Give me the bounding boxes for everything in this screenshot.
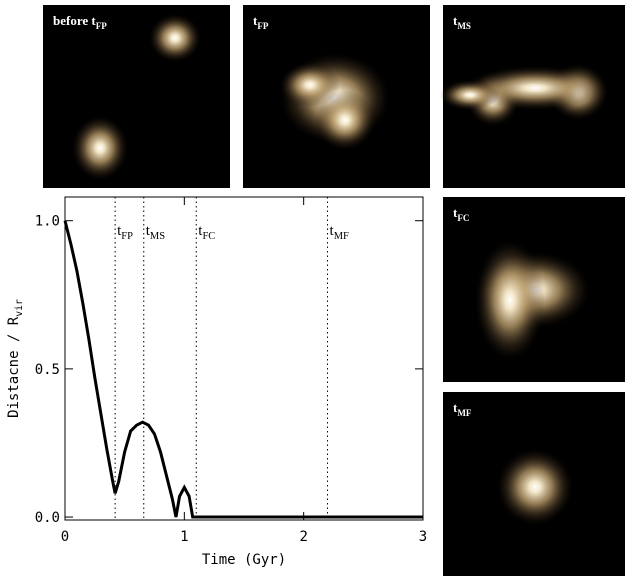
y-tick-label: 1.0 (35, 214, 60, 230)
panel-label: tFP (253, 13, 269, 31)
galaxy-glow (465, 66, 605, 110)
panel-label: tMF (453, 400, 472, 418)
y-axis-label-main: Distacne / R (6, 316, 22, 418)
panel-label-sub: MF (457, 408, 472, 418)
y-axis-label-sub: vir (14, 299, 25, 317)
panel-label: tMS (453, 13, 471, 31)
panel-label-main: t (453, 13, 458, 28)
x-tick-label: 3 (419, 529, 427, 545)
panel-label: before tFP (53, 13, 107, 31)
event-label-sub: MF (334, 231, 349, 242)
galaxy-glow (440, 80, 500, 110)
event-label-sub: FC (202, 231, 215, 242)
panel-label-main: t (453, 205, 458, 220)
line (63, 220, 423, 519)
panel-label-sub: FP (257, 21, 269, 31)
event-label-sub: MS (150, 231, 165, 242)
event-label: tFC (198, 223, 215, 242)
panel-label-main: t (253, 13, 258, 28)
snapshot (43, 5, 230, 188)
event-label: tMS (146, 223, 166, 242)
panel-label-main: before t (53, 13, 96, 28)
x-axis-label: Time (Gyr) (202, 552, 286, 568)
event-label-main: t (117, 223, 122, 239)
x-tick-label: 0 (61, 529, 69, 545)
event-label-main: t (198, 223, 203, 239)
plot-frame (64, 196, 424, 521)
galaxy-glow (149, 14, 201, 62)
galaxy-glow (280, 63, 340, 107)
event-label-main: t (330, 223, 335, 239)
panel-label-main: t (453, 400, 458, 415)
y-tick-label: 0.5 (35, 362, 60, 378)
y-tick-label: 0.0 (35, 510, 60, 526)
x-tick-label: 1 (180, 529, 188, 545)
panel-label-sub: FC (457, 213, 469, 223)
event-label-sub: FP (121, 231, 133, 242)
galaxy-glow (72, 116, 128, 180)
event-label: tMF (330, 223, 350, 242)
galaxy-glow (315, 90, 375, 150)
panel-label-sub: MS (457, 21, 471, 31)
galaxy-glow (475, 240, 545, 360)
panel-label: tFC (453, 205, 469, 223)
panel-label-sub: FP (96, 21, 108, 31)
galaxy-glow (497, 449, 573, 525)
event-label: tFP (117, 223, 133, 242)
y-axis-label: Distacne / Rvir (6, 299, 25, 418)
x-tick-label: 2 (299, 529, 307, 545)
event-label-main: t (146, 223, 151, 239)
